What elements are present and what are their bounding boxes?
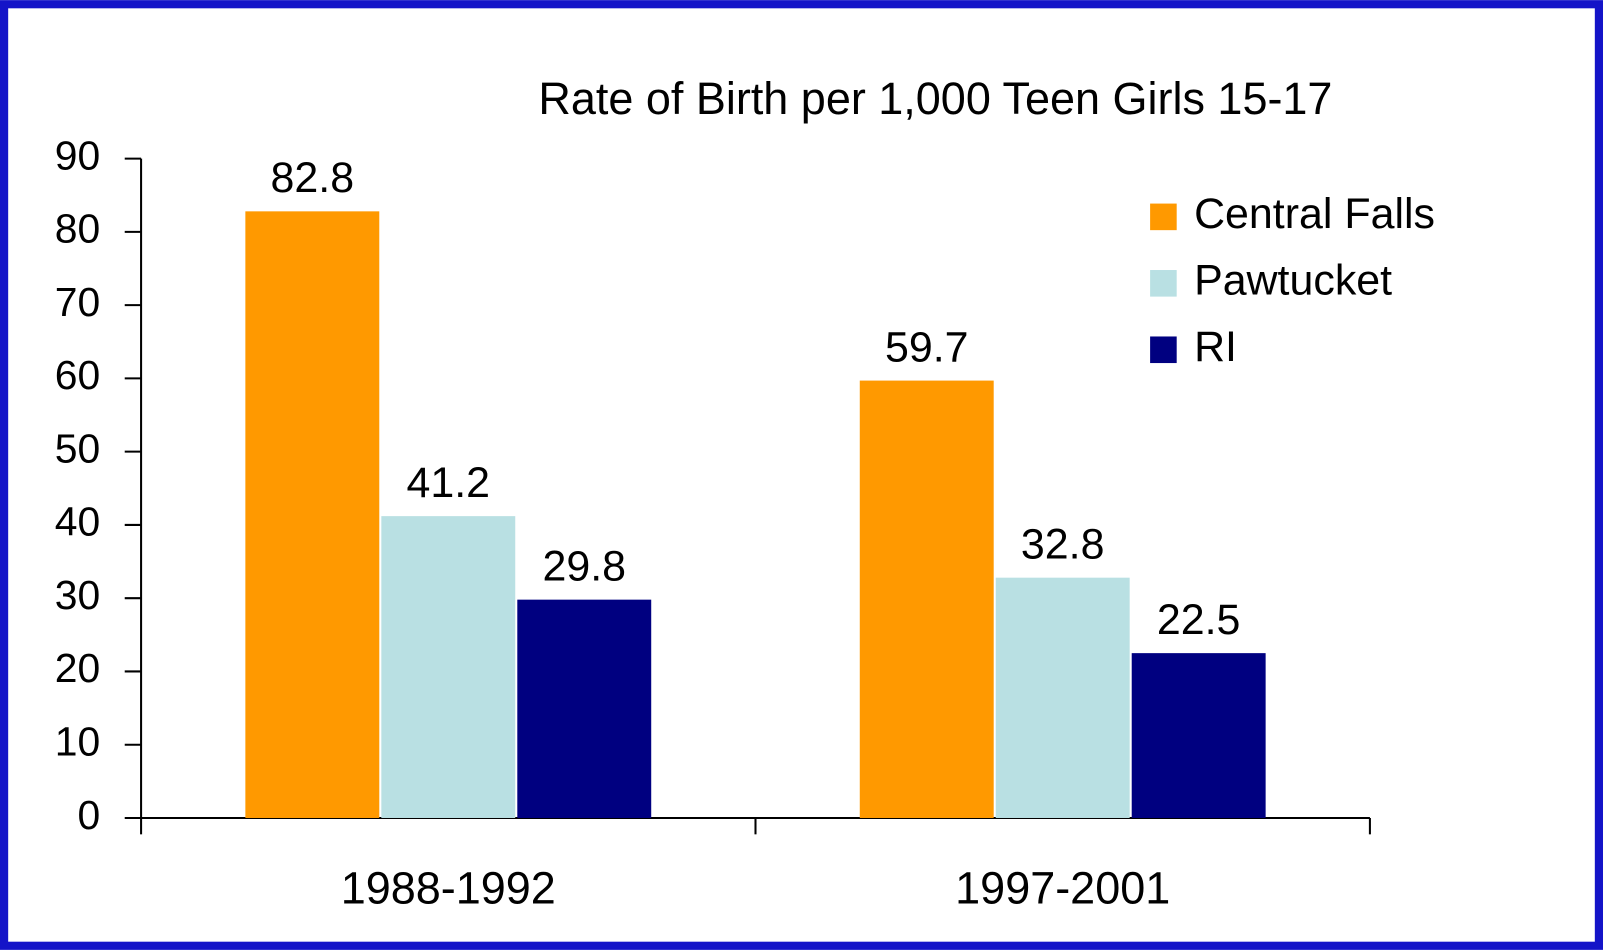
legend-label: Central Falls (1194, 190, 1435, 238)
chart-title: Rate of Birth per 1,000 Teen Girls 15-17 (538, 73, 1332, 124)
legend-label: Pawtucket (1194, 257, 1392, 305)
y-tick-label: 50 (55, 425, 100, 471)
x-tick-label: 1988-1992 (341, 862, 556, 913)
legend-swatch (1150, 270, 1177, 297)
legend-swatch (1150, 203, 1177, 231)
y-tick-label: 10 (55, 719, 100, 765)
y-tick-label: 30 (55, 572, 100, 618)
x-tick-label: 1997-2001 (955, 862, 1170, 913)
value-label: 41.2 (407, 459, 491, 507)
bar (859, 380, 994, 818)
bar (381, 516, 516, 818)
legend-swatch (1150, 336, 1177, 364)
y-tick-label: 70 (55, 279, 100, 325)
value-label: 59.7 (885, 323, 969, 371)
bar (995, 577, 1130, 818)
value-label: 29.8 (542, 542, 626, 590)
y-tick-label: 80 (55, 206, 100, 252)
bar (517, 599, 652, 818)
value-label: 22.5 (1157, 596, 1241, 644)
value-label: 32.8 (1021, 520, 1105, 568)
bar (245, 211, 380, 818)
y-tick-label: 40 (55, 499, 100, 545)
value-label: 82.8 (271, 154, 355, 202)
y-tick-label: 60 (55, 352, 100, 398)
y-tick-label: 90 (55, 132, 100, 178)
y-tick-label: 20 (55, 645, 100, 691)
bar (1131, 653, 1266, 818)
y-tick-label: 0 (77, 792, 100, 838)
legend-label: RI (1194, 323, 1237, 371)
